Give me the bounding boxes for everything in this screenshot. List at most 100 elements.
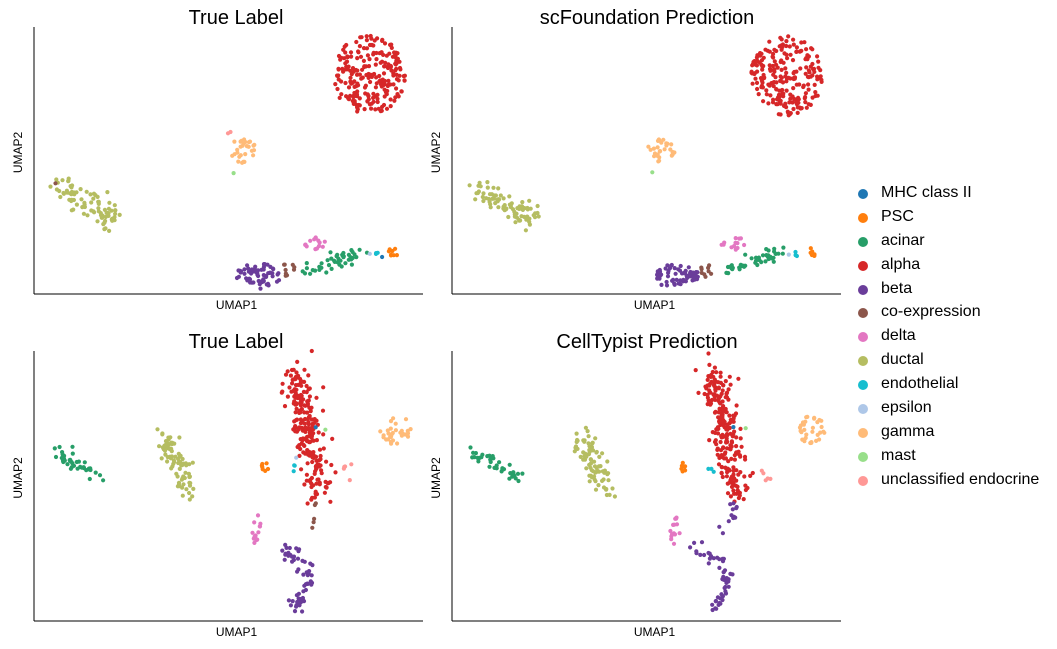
legend-label: beta [881, 279, 913, 297]
point-gamma [655, 145, 660, 150]
point-alpha [777, 98, 782, 103]
point-alpha [371, 95, 376, 100]
y-axis-label: UMAP2 [11, 132, 25, 174]
legend-swatch [858, 380, 868, 391]
point-alpha [720, 388, 725, 393]
point-alpha [738, 470, 743, 475]
point-alpha [783, 74, 788, 79]
point-acinar [487, 464, 492, 469]
point-gamma [817, 417, 822, 423]
legend-item: epsilon [858, 398, 1054, 422]
point-beta [706, 561, 711, 566]
point-ductal [69, 197, 74, 202]
point-beta [300, 609, 305, 614]
point-acinar [87, 476, 92, 482]
point-co-expression [699, 270, 704, 275]
point-alpha [751, 59, 756, 65]
point-beta [720, 577, 725, 582]
point-beta [303, 582, 308, 587]
point-PSC [809, 250, 814, 255]
point-alpha [354, 39, 359, 45]
point-alpha [786, 110, 791, 115]
point-ductal [84, 189, 89, 194]
point-alpha [374, 81, 379, 86]
point-alpha [309, 475, 314, 481]
point-alpha [393, 68, 398, 73]
point-beta [706, 550, 711, 556]
point-alpha [759, 85, 764, 90]
point-alpha [319, 468, 324, 473]
point-beta [280, 548, 285, 553]
point-alpha [712, 377, 717, 382]
point-endothelial [291, 469, 296, 474]
point-acinar [335, 260, 340, 265]
point-ductal [60, 178, 65, 183]
point-alpha [396, 94, 401, 99]
point-PSC [260, 467, 265, 472]
point-acinar [766, 248, 771, 253]
point-alpha [738, 426, 743, 431]
point-beta [309, 582, 314, 587]
point-delta [737, 236, 742, 241]
point-beta [664, 279, 669, 285]
point-alpha [794, 45, 800, 50]
point-alpha [388, 97, 393, 102]
legend-swatch [858, 427, 868, 438]
point-alpha [786, 75, 791, 80]
point-alpha [810, 73, 815, 78]
point-endothelial [709, 466, 714, 471]
point-alpha [768, 68, 773, 73]
point-ductal [581, 457, 586, 462]
point-alpha [704, 386, 709, 391]
legend-item: ductal [858, 350, 1054, 374]
point-alpha [285, 369, 290, 374]
point-beta [720, 556, 725, 561]
point-beta [694, 270, 699, 275]
point-alpha [346, 64, 351, 69]
point-alpha [294, 370, 299, 375]
point-alpha [760, 64, 765, 69]
point-delta [303, 242, 308, 247]
point-ductal [600, 451, 605, 456]
point-alpha [309, 348, 314, 354]
point-alpha [708, 402, 713, 407]
point-ductal [605, 471, 610, 476]
point-acinar [300, 269, 305, 274]
panel-title: True Label [189, 7, 284, 29]
point-alpha [293, 395, 298, 400]
point-ductal [85, 213, 90, 218]
point-beta [308, 561, 313, 566]
point-alpha [328, 499, 333, 504]
point-alpha [755, 86, 760, 92]
point-ductal [191, 486, 196, 491]
point-ductal [103, 218, 108, 224]
point-beta [294, 593, 299, 598]
point-beta [256, 278, 261, 284]
point-alpha [734, 444, 739, 449]
legend-swatch [858, 236, 868, 247]
point-alpha [716, 380, 721, 385]
point-alpha [372, 38, 377, 43]
point-alpha [312, 471, 317, 476]
point-ductal [187, 490, 192, 496]
point-beta [691, 277, 696, 282]
point-ductal [54, 177, 59, 182]
point-ductal [487, 192, 493, 197]
point-acinar [82, 460, 87, 465]
point-ductal [610, 486, 615, 491]
point-alpha [293, 424, 298, 429]
point-endothelial [292, 463, 297, 468]
point-delta [669, 537, 674, 542]
point-alpha [714, 370, 719, 375]
legend-label: unclassified endocrine [881, 470, 1040, 488]
point-gamma [395, 441, 400, 446]
point-ductal [58, 194, 63, 200]
point-beta [730, 507, 735, 512]
point-MHC-class-II [380, 254, 385, 260]
point-alpha [307, 430, 312, 435]
point-beta [261, 273, 266, 278]
point-alpha [731, 465, 736, 470]
point-alpha [365, 99, 370, 104]
point-alpha [754, 55, 760, 60]
point-alpha [305, 403, 310, 408]
